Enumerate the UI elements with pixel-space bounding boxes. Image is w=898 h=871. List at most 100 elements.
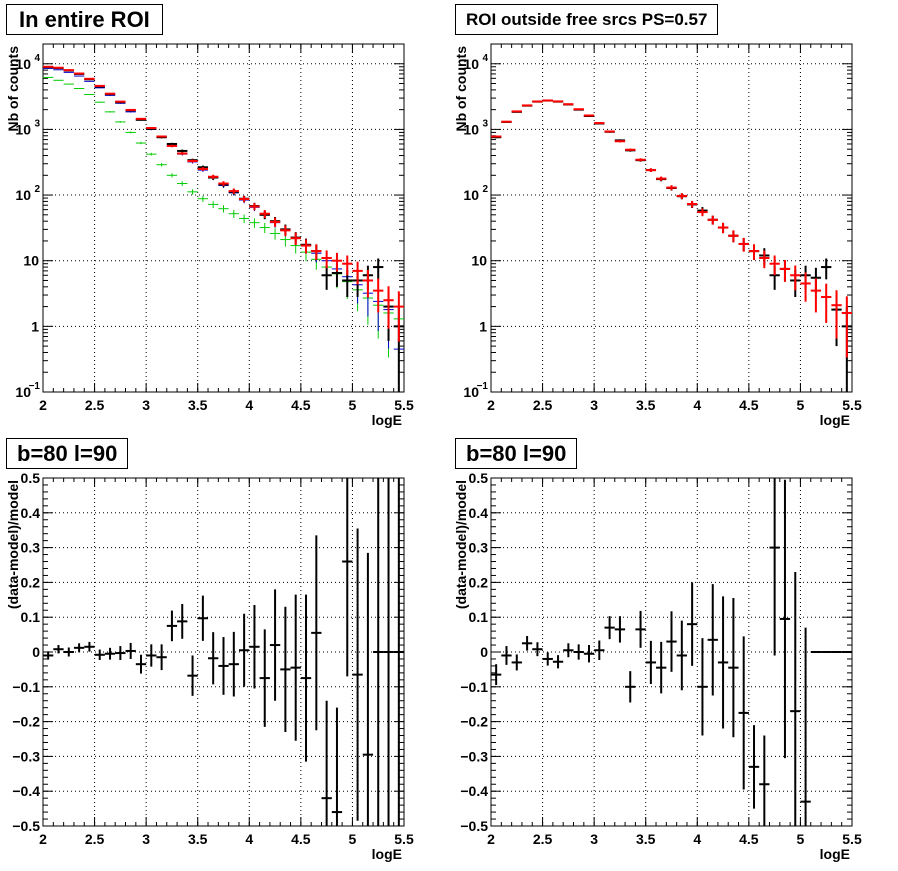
data-point: [125, 108, 136, 111]
data-point: [94, 87, 105, 89]
data-point: [166, 610, 178, 642]
x-axis-label: logE: [372, 412, 402, 428]
y-tick-label: −0.3: [460, 748, 488, 764]
data-point: [790, 571, 801, 826]
data-point: [373, 278, 384, 313]
data-point: [635, 610, 646, 648]
data-point: [187, 655, 198, 696]
x-tick-label: 3: [590, 397, 598, 413]
data-point: [728, 230, 739, 243]
data-point: [542, 99, 553, 102]
data-point: [331, 252, 343, 272]
data-point: [594, 122, 605, 125]
data-point: [238, 613, 250, 687]
data-point: [383, 286, 394, 329]
data-point: [583, 114, 595, 117]
data-point: [146, 152, 157, 156]
x-tick-label: 4: [245, 397, 253, 413]
data-point: [697, 638, 708, 736]
data-point: [73, 87, 85, 89]
data-point: [197, 167, 209, 171]
x-axis-label: logE: [820, 846, 850, 862]
data-point: [53, 69, 64, 71]
data-point: [146, 644, 157, 667]
data-point: [311, 244, 322, 260]
data-point: [166, 144, 178, 148]
y-tick-label: −0.2: [12, 714, 40, 730]
data-point: [748, 725, 760, 809]
data-point: [666, 185, 677, 191]
data-point: [166, 142, 178, 146]
data-point: [362, 552, 374, 826]
data-point: [94, 101, 105, 103]
panel-2-title: ROI outside free srcs PS=0.57: [455, 4, 719, 35]
x-tick-label: 2.5: [533, 397, 553, 413]
data-point: [656, 641, 667, 694]
data-point: [115, 100, 126, 103]
data-point: [300, 594, 312, 762]
data-point: [511, 110, 522, 113]
data-point: [331, 707, 343, 826]
data-point: [810, 278, 822, 313]
data-point: [342, 478, 353, 677]
y-tick-label: 10: [463, 384, 479, 400]
y-tick-exponent: 4: [482, 53, 488, 64]
data-point: [362, 269, 374, 298]
panel-1-title: In entire ROI: [6, 4, 163, 35]
data-point: [676, 620, 687, 691]
x-tick-label: 3.5: [636, 397, 656, 413]
data-point: [790, 265, 801, 291]
data-point: [249, 605, 260, 689]
data-point: [769, 478, 780, 656]
data-point: [135, 654, 147, 674]
data-point: [779, 479, 791, 759]
data-point: [666, 611, 677, 672]
data-point: [604, 616, 615, 640]
data-point: [177, 181, 188, 186]
data-point: [821, 258, 832, 280]
data-point: [63, 69, 74, 72]
x-tick-label: 2: [487, 831, 495, 847]
data-point: [104, 111, 116, 113]
series-1: [43, 478, 404, 826]
data-point: [218, 181, 229, 186]
x-tick-label: 4: [693, 397, 701, 413]
y-tick-exponent: 2: [34, 184, 40, 195]
data-point: [249, 218, 260, 228]
data-point: [373, 258, 384, 280]
data-point: [259, 222, 270, 234]
plot-frame: [42, 43, 405, 393]
data-point: [521, 635, 533, 651]
y-tick-exponent: −1: [29, 381, 41, 392]
data-point: [94, 84, 105, 87]
y-tick-label: 10: [15, 187, 31, 203]
data-point: [259, 629, 270, 727]
data-point: [146, 127, 157, 130]
data-point: [187, 159, 198, 163]
y-tick-label: 10: [463, 56, 479, 72]
data-point: [125, 111, 136, 113]
data-point: [342, 255, 353, 276]
x-tick-label: 5: [797, 831, 805, 847]
data-point: [686, 200, 698, 208]
y-tick-label: −0.5: [12, 818, 40, 834]
y-tick-label: 0.2: [469, 574, 489, 590]
data-point: [841, 296, 852, 358]
x-tick-label: 4.5: [291, 397, 311, 413]
data-point: [269, 228, 281, 240]
y-tick-label: 10: [23, 253, 39, 269]
data-point: [707, 215, 718, 225]
data-point: [84, 80, 95, 82]
data-point: [187, 189, 198, 195]
x-tick-label: 5.5: [842, 831, 862, 847]
data-point: [521, 104, 533, 107]
data-point: [84, 94, 95, 96]
x-tick-label: 2: [487, 397, 495, 413]
data-point: [393, 291, 404, 342]
x-tick-label: 5: [349, 397, 357, 413]
x-tick-label: 4.5: [739, 831, 759, 847]
data-point: [759, 735, 770, 826]
data-point: [280, 606, 291, 733]
data-point: [656, 176, 667, 181]
